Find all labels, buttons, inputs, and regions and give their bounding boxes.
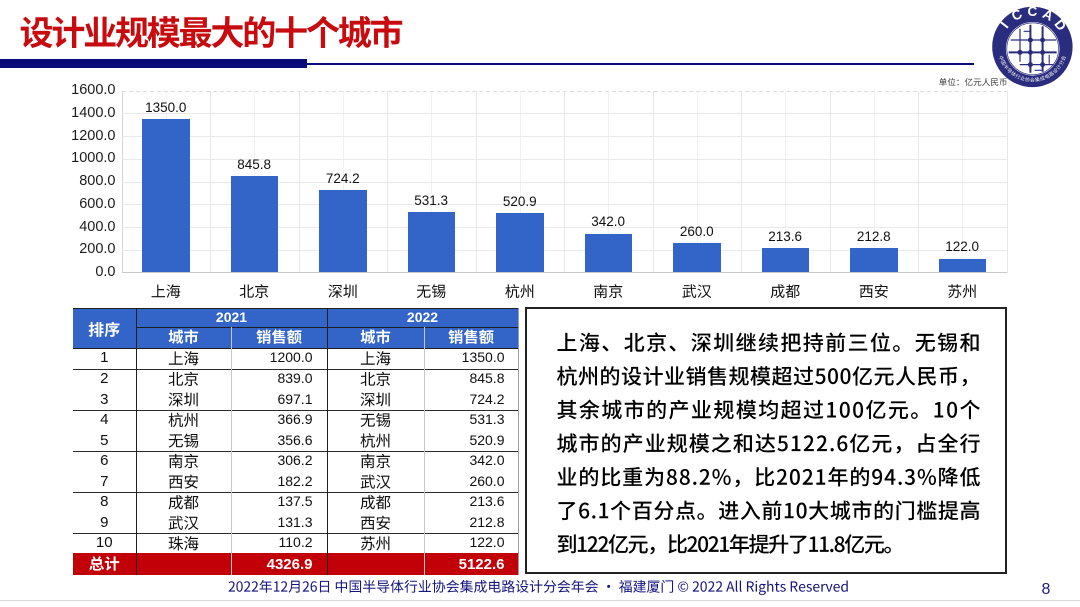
svg-text:C: C: [1028, 4, 1038, 19]
